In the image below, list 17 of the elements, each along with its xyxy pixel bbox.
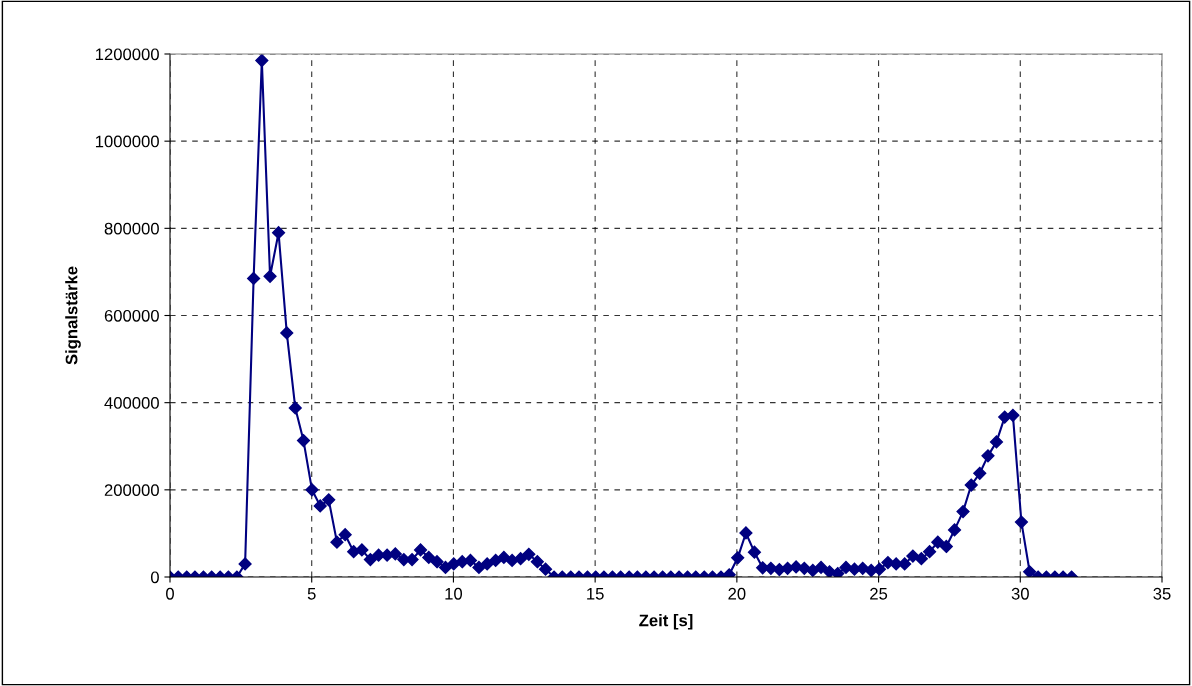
y-tick-label: 1000000 (95, 135, 159, 148)
x-tick-label: 0 (166, 587, 174, 600)
x-tick-label: 25 (870, 587, 888, 600)
y-tick-label: 600000 (104, 309, 159, 322)
x-tick-label: 10 (445, 587, 463, 600)
y-tick-label: 800000 (104, 222, 159, 235)
y-tick-label: 400000 (104, 397, 159, 409)
x-tick-label: 15 (587, 588, 604, 600)
y-tick-label: 0 (150, 571, 159, 584)
y-axis-title: Signalstärke (65, 266, 81, 365)
x-tick-label: 35 (1153, 587, 1171, 600)
x-tick-label: 30 (1011, 587, 1029, 600)
y-tick-label: 200000 (104, 484, 159, 497)
x-tick-label: 20 (728, 587, 746, 600)
x-tick-label: 5 (307, 588, 316, 600)
x-axis-title: Zeit [s] (639, 614, 693, 630)
y-tick-label: 1200000 (95, 48, 159, 61)
